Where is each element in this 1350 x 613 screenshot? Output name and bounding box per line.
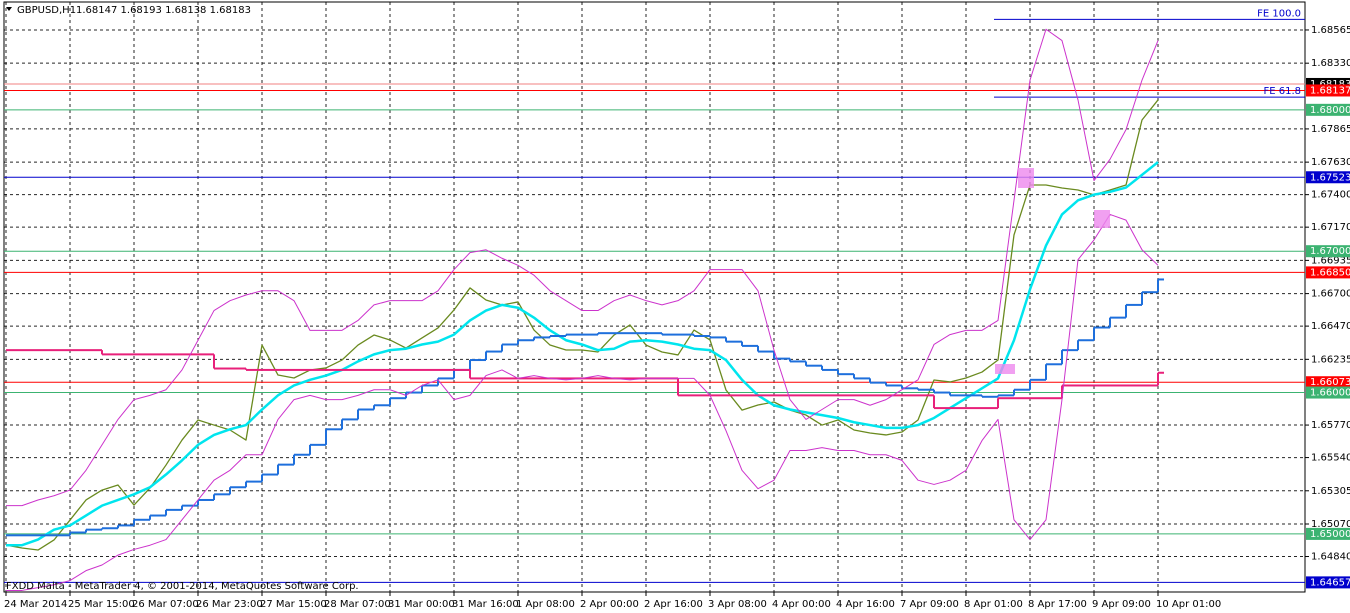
level-box: [1306, 84, 1350, 97]
y-tick-label: 1.66470: [1311, 321, 1350, 332]
x-tick-label: 25 Mar 15:00: [68, 599, 135, 610]
x-tick-label: 3 Apr 08:00: [708, 599, 767, 610]
y-tick-label: 1.67630: [1311, 157, 1350, 168]
fibo-label: FE 100.0: [1257, 8, 1301, 19]
x-tick-label: 26 Mar 07:00: [132, 599, 199, 610]
level-box: [1306, 386, 1350, 399]
highlight: [1018, 168, 1034, 188]
menu-triangle: [6, 7, 12, 11]
level-label: 1.67000: [1310, 246, 1350, 257]
level-box: [1306, 527, 1350, 540]
x-tick-label: 7 Apr 09:00: [900, 599, 959, 610]
x-tick-label: 24 Mar 2014: [4, 599, 67, 610]
series-line: [5, 99, 1159, 551]
level-box: [1306, 266, 1350, 279]
series-line: [6, 213, 1159, 591]
plot: [5, 28, 1164, 591]
level-label: 1.68000: [1310, 105, 1350, 116]
y-tick-label: 1.65070: [1311, 519, 1350, 530]
level-box: [1306, 576, 1350, 589]
x-tick-label: 9 Apr 09:00: [1092, 599, 1151, 610]
level-label: 1.68183: [1310, 79, 1350, 90]
y-tick-label: 1.64840: [1311, 552, 1350, 563]
level-label: 1.64657: [1310, 577, 1350, 588]
highlight: [995, 364, 1015, 374]
level-box: [1306, 245, 1350, 258]
x-tick-label: 27 Mar 15:00: [260, 599, 327, 610]
y-tick-label: 1.68565: [1311, 25, 1350, 36]
x-tick-label: 8 Apr 17:00: [1028, 599, 1087, 610]
axis: 1.68565 1.68330 1.67865 1.67630 1.67400 1.671…: [4, 25, 1350, 610]
x-tick-label: 2 Apr 00:00: [580, 599, 639, 610]
x-tick-label: 4 Apr 00:00: [772, 599, 831, 610]
x-tick-label: 31 Mar 16:00: [452, 599, 519, 610]
fibo-label: FE 61.8: [1263, 86, 1301, 97]
series-line: [6, 28, 1159, 507]
level-label: 1.65000: [1310, 529, 1350, 540]
x-tick-label: 31 Mar 00:00: [388, 599, 455, 610]
levels: FE 100.0 FE 61.8: [4, 8, 1305, 583]
x-tick-label: 2 Apr 16:00: [644, 599, 703, 610]
x-tick-label: 1 Apr 08:00: [516, 599, 575, 610]
highlight: [1094, 210, 1110, 228]
ohlc: 1.68147 1.68193 1.68138 1.68183: [76, 5, 251, 16]
grid: [4, 2, 1305, 592]
level-box: [1306, 171, 1350, 184]
y-tick-label: 1.67170: [1311, 222, 1350, 233]
x-tick-label: 26 Mar 23:00: [196, 599, 263, 610]
symbol: GBPUSD,H1: [17, 5, 76, 16]
y-tick-label: 1.67400: [1311, 190, 1350, 201]
copyright: FXDD Malta - MetaTrader 4, © 2001-2014, …: [6, 581, 359, 592]
series-line: [6, 161, 1159, 547]
y-tick-label: 1.66235: [1311, 354, 1350, 365]
y-tick-label: 1.66935: [1311, 255, 1350, 266]
y-tick-label: 1.68330: [1311, 58, 1350, 69]
level-box: [1306, 376, 1350, 389]
y-tick-label: 1.66700: [1311, 289, 1350, 300]
level-label: 1.66000: [1310, 388, 1350, 399]
y-tick-label: 1.65305: [1311, 486, 1350, 497]
x-tick-label: 28 Mar 07:00: [324, 599, 391, 610]
x-tick-label: 8 Apr 01:00: [964, 599, 1023, 610]
x-tick-label: 10 Apr 01:00: [1156, 599, 1221, 610]
level-label: 1.67523: [1310, 172, 1350, 183]
level-label: 1.68137: [1310, 85, 1350, 96]
level-box: [1306, 103, 1350, 116]
level-label: 1.66073: [1310, 377, 1350, 388]
y-tick-label: 1.65770: [1311, 420, 1350, 431]
y-tick-label: 1.65540: [1311, 453, 1350, 464]
x-tick-label: 4 Apr 16:00: [836, 599, 895, 610]
y-tick-label: 1.67865: [1311, 124, 1350, 135]
level-label: 1.66850: [1310, 267, 1350, 278]
